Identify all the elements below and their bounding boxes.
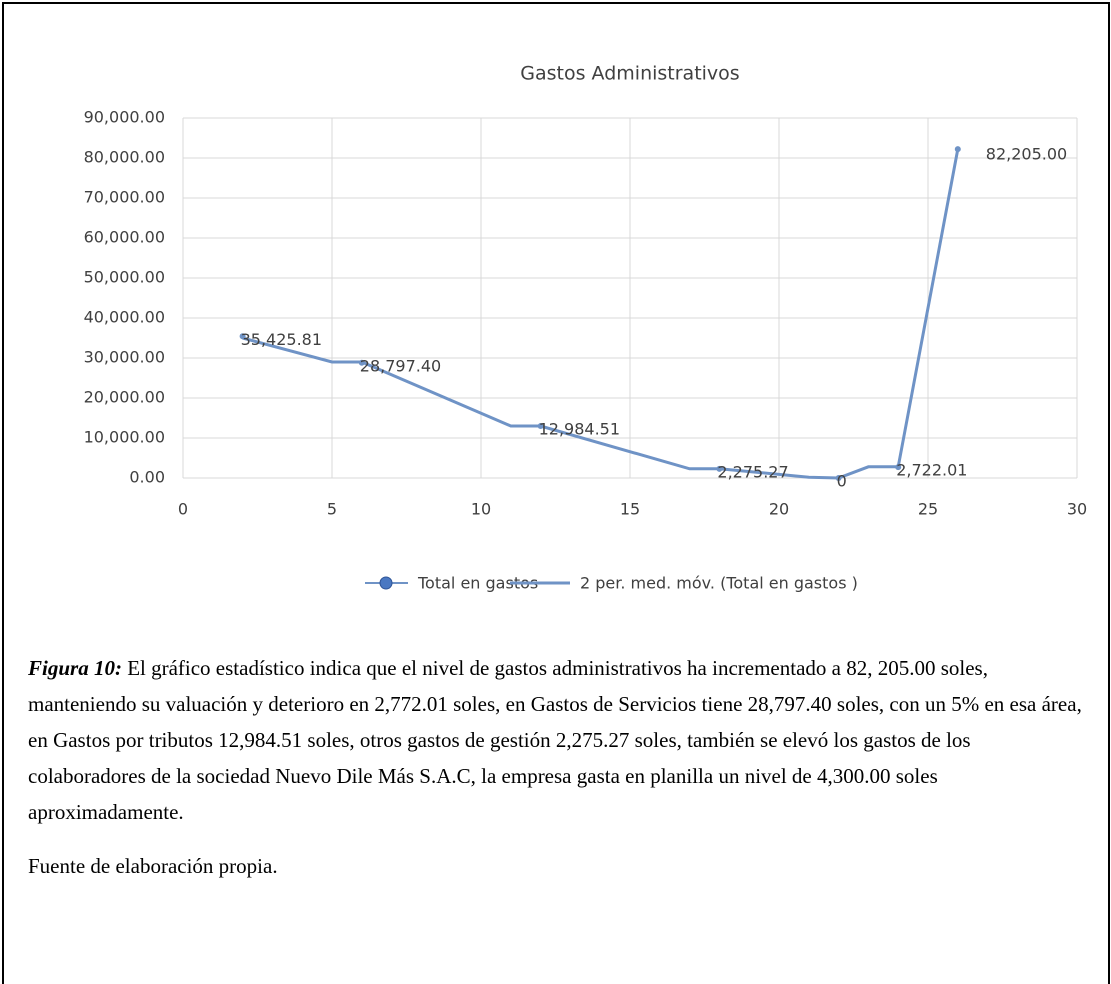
y-tick-label: 90,000.00 (84, 108, 165, 127)
data-label: 0 (837, 472, 847, 491)
data-label: 2,722.01 (896, 461, 967, 480)
data-label: 12,984.51 (539, 420, 620, 439)
y-tick-label: 70,000.00 (84, 188, 165, 207)
y-tick-label: 10,000.00 (84, 428, 165, 447)
data-point (835, 475, 842, 481)
x-tick-label: 25 (918, 500, 938, 519)
y-tick-label: 0.00 (129, 468, 165, 487)
x-tick-label: 20 (769, 500, 789, 519)
caption-text: El gráfico estadístico indica que el niv… (28, 656, 1082, 824)
caption-source: Fuente de elaboración propia. (28, 854, 278, 878)
data-point (239, 333, 246, 340)
y-tick-label: 20,000.00 (84, 388, 165, 407)
y-tick-label: 60,000.00 (84, 228, 165, 247)
y-tick-label: 40,000.00 (84, 308, 165, 327)
chart-title: Gastos Administrativos (520, 63, 739, 85)
data-point (954, 146, 961, 153)
caption-label: Figura 10: (28, 656, 122, 680)
data-label: 35,425.81 (241, 330, 322, 349)
legend-label: 2 per. med. móv. (Total en gastos ) (580, 574, 858, 593)
data-label: 28,797.40 (360, 356, 441, 375)
data-point (537, 423, 544, 430)
trend-line (242, 148, 960, 480)
caption: Figura 10: El gráfico estadístico indica… (28, 650, 1093, 902)
x-tick-label: 5 (327, 500, 337, 519)
legend-label: Total en gastos (417, 574, 538, 593)
y-tick-label: 30,000.00 (84, 348, 165, 367)
legend-marker (379, 576, 393, 590)
data-point (358, 359, 365, 366)
x-tick-label: 0 (178, 500, 188, 519)
data-point (895, 464, 902, 471)
data-label: 2,275.27 (717, 462, 788, 481)
x-tick-label: 10 (471, 500, 491, 519)
data-label: 82,205.00 (986, 145, 1067, 164)
y-tick-label: 50,000.00 (84, 268, 165, 287)
data-point (716, 465, 723, 472)
x-tick-label: 15 (620, 500, 640, 519)
y-tick-label: 80,000.00 (84, 148, 165, 167)
caption-paragraph: Figura 10: El gráfico estadístico indica… (28, 650, 1093, 830)
x-tick-label: 30 (1067, 500, 1087, 519)
chart: Gastos Administrativos 0.00 10,000.00 20,0… (84, 63, 1088, 593)
